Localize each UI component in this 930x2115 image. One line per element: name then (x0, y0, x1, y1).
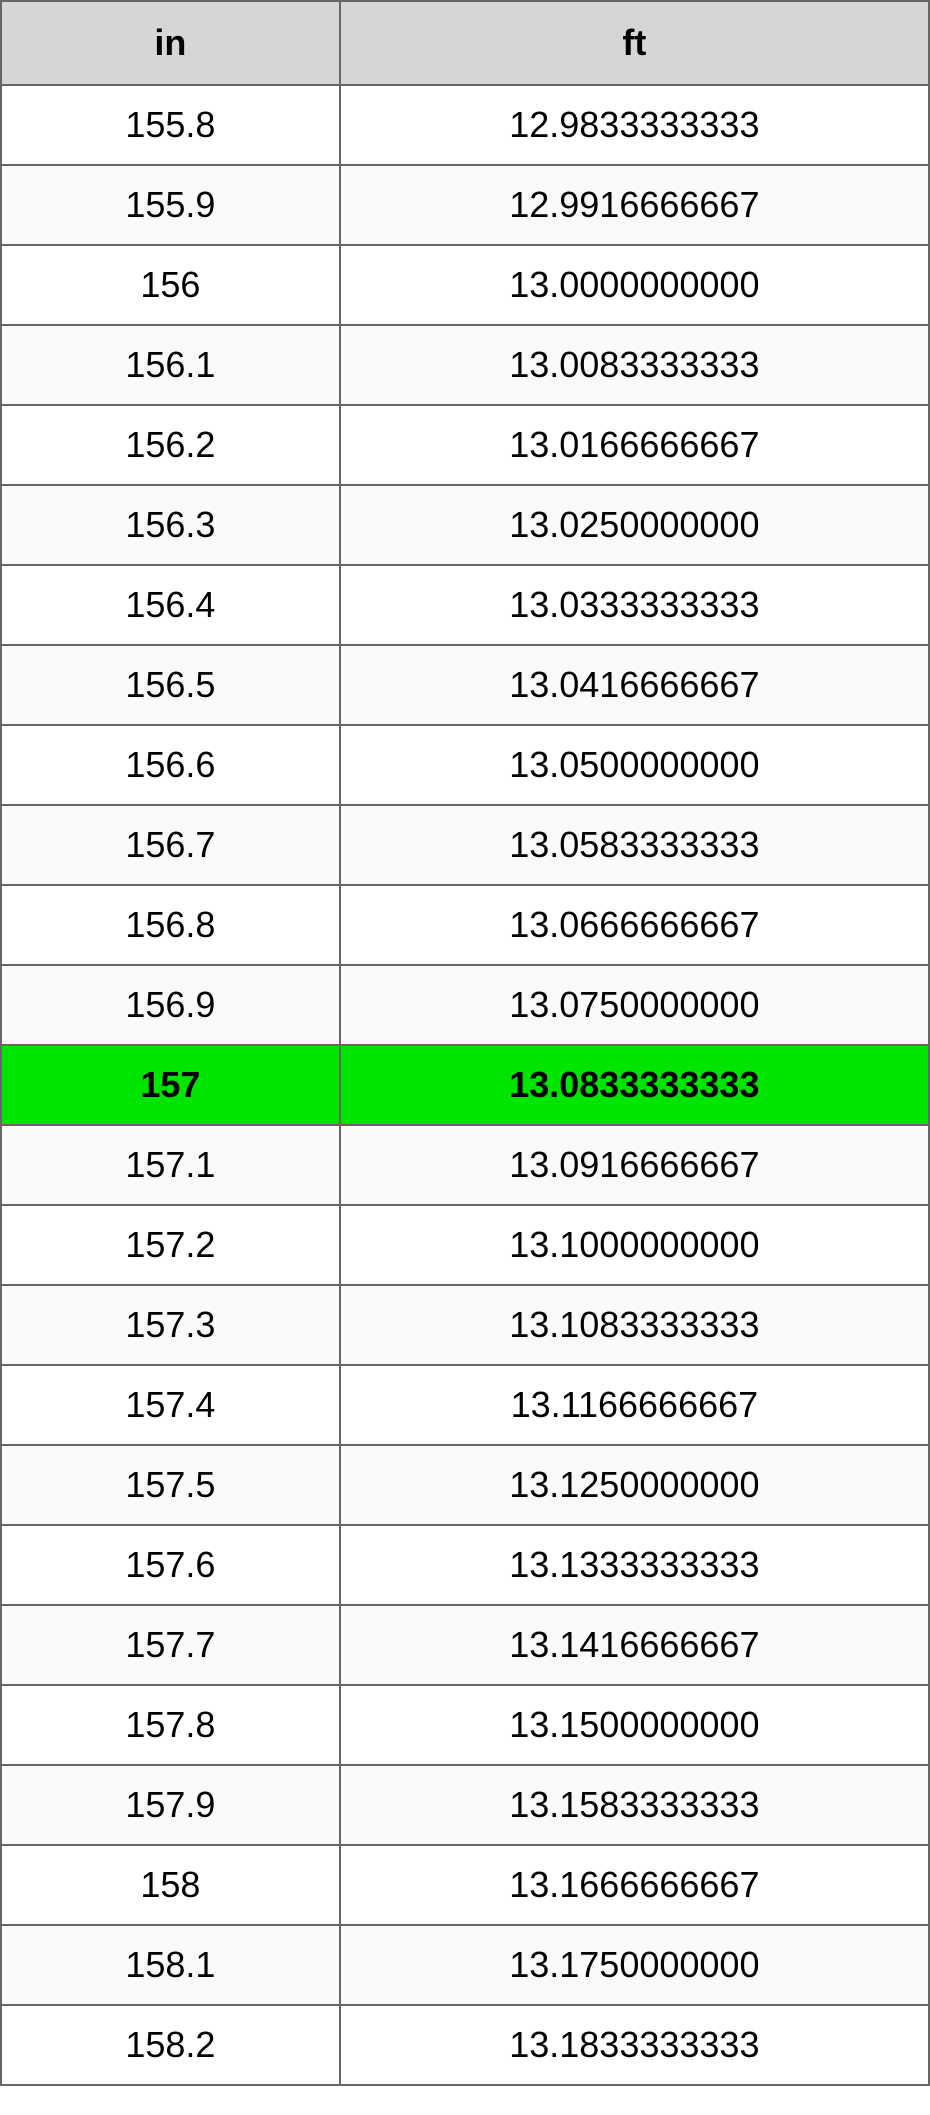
cell-in: 156.3 (1, 485, 340, 565)
cell-ft: 13.0000000000 (340, 245, 929, 325)
cell-ft: 13.0166666667 (340, 405, 929, 485)
cell-in: 156.7 (1, 805, 340, 885)
cell-ft: 13.1583333333 (340, 1765, 929, 1845)
table-row: 156.313.0250000000 (1, 485, 929, 565)
cell-in: 158.1 (1, 1925, 340, 2005)
cell-in: 158.2 (1, 2005, 340, 2085)
table-row: 157.113.0916666667 (1, 1125, 929, 1205)
table-row: 158.213.1833333333 (1, 2005, 929, 2085)
table-row: 157.313.1083333333 (1, 1285, 929, 1365)
cell-in: 156.5 (1, 645, 340, 725)
table-row: 156.413.0333333333 (1, 565, 929, 645)
cell-ft: 13.0833333333 (340, 1045, 929, 1125)
cell-in: 157.7 (1, 1605, 340, 1685)
table-row: 156.113.0083333333 (1, 325, 929, 405)
table-row: 157.813.1500000000 (1, 1685, 929, 1765)
cell-in: 156.6 (1, 725, 340, 805)
table-row: 157.513.1250000000 (1, 1445, 929, 1525)
cell-in: 156.8 (1, 885, 340, 965)
table-row: 155.912.9916666667 (1, 165, 929, 245)
cell-ft: 13.1750000000 (340, 1925, 929, 2005)
table-row: 157.913.1583333333 (1, 1765, 929, 1845)
cell-ft: 13.1166666667 (340, 1365, 929, 1445)
cell-in: 156 (1, 245, 340, 325)
cell-in: 157 (1, 1045, 340, 1125)
table-row: 156.913.0750000000 (1, 965, 929, 1045)
cell-ft: 13.1333333333 (340, 1525, 929, 1605)
cell-ft: 13.0333333333 (340, 565, 929, 645)
cell-in: 157.6 (1, 1525, 340, 1605)
cell-in: 157.2 (1, 1205, 340, 1285)
cell-ft: 13.0416666667 (340, 645, 929, 725)
cell-in: 156.9 (1, 965, 340, 1045)
cell-ft: 13.0500000000 (340, 725, 929, 805)
cell-ft: 13.0250000000 (340, 485, 929, 565)
cell-ft: 12.9833333333 (340, 85, 929, 165)
table-row: 15713.0833333333 (1, 1045, 929, 1125)
table-row: 155.812.9833333333 (1, 85, 929, 165)
table-row: 157.613.1333333333 (1, 1525, 929, 1605)
cell-ft: 13.1500000000 (340, 1685, 929, 1765)
cell-in: 156.2 (1, 405, 340, 485)
cell-ft: 13.1416666667 (340, 1605, 929, 1685)
header-in: in (1, 1, 340, 85)
table-row: 156.713.0583333333 (1, 805, 929, 885)
header-ft: ft (340, 1, 929, 85)
table-row: 156.613.0500000000 (1, 725, 929, 805)
cell-in: 156.4 (1, 565, 340, 645)
table-row: 156.813.0666666667 (1, 885, 929, 965)
table-row: 15813.1666666667 (1, 1845, 929, 1925)
cell-ft: 13.0666666667 (340, 885, 929, 965)
cell-in: 158 (1, 1845, 340, 1925)
cell-in: 156.1 (1, 325, 340, 405)
cell-in: 155.8 (1, 85, 340, 165)
table-row: 156.513.0416666667 (1, 645, 929, 725)
cell-in: 157.9 (1, 1765, 340, 1845)
cell-in: 157.4 (1, 1365, 340, 1445)
cell-ft: 13.0583333333 (340, 805, 929, 885)
cell-ft: 13.1666666667 (340, 1845, 929, 1925)
cell-in: 157.1 (1, 1125, 340, 1205)
cell-ft: 13.1250000000 (340, 1445, 929, 1525)
cell-ft: 12.9916666667 (340, 165, 929, 245)
cell-in: 155.9 (1, 165, 340, 245)
table-row: 157.413.1166666667 (1, 1365, 929, 1445)
cell-in: 157.8 (1, 1685, 340, 1765)
cell-ft: 13.1083333333 (340, 1285, 929, 1365)
table-body: 155.812.9833333333155.912.99166666671561… (1, 85, 929, 2085)
cell-ft: 13.1833333333 (340, 2005, 929, 2085)
cell-in: 157.5 (1, 1445, 340, 1525)
cell-in: 157.3 (1, 1285, 340, 1365)
table-row: 156.213.0166666667 (1, 405, 929, 485)
table-row: 157.213.1000000000 (1, 1205, 929, 1285)
cell-ft: 13.0916666667 (340, 1125, 929, 1205)
cell-ft: 13.1000000000 (340, 1205, 929, 1285)
header-row: in ft (1, 1, 929, 85)
table-row: 15613.0000000000 (1, 245, 929, 325)
table-row: 158.113.1750000000 (1, 1925, 929, 2005)
table-row: 157.713.1416666667 (1, 1605, 929, 1685)
cell-ft: 13.0750000000 (340, 965, 929, 1045)
conversion-table: in ft 155.812.9833333333155.912.99166666… (0, 0, 930, 2086)
cell-ft: 13.0083333333 (340, 325, 929, 405)
